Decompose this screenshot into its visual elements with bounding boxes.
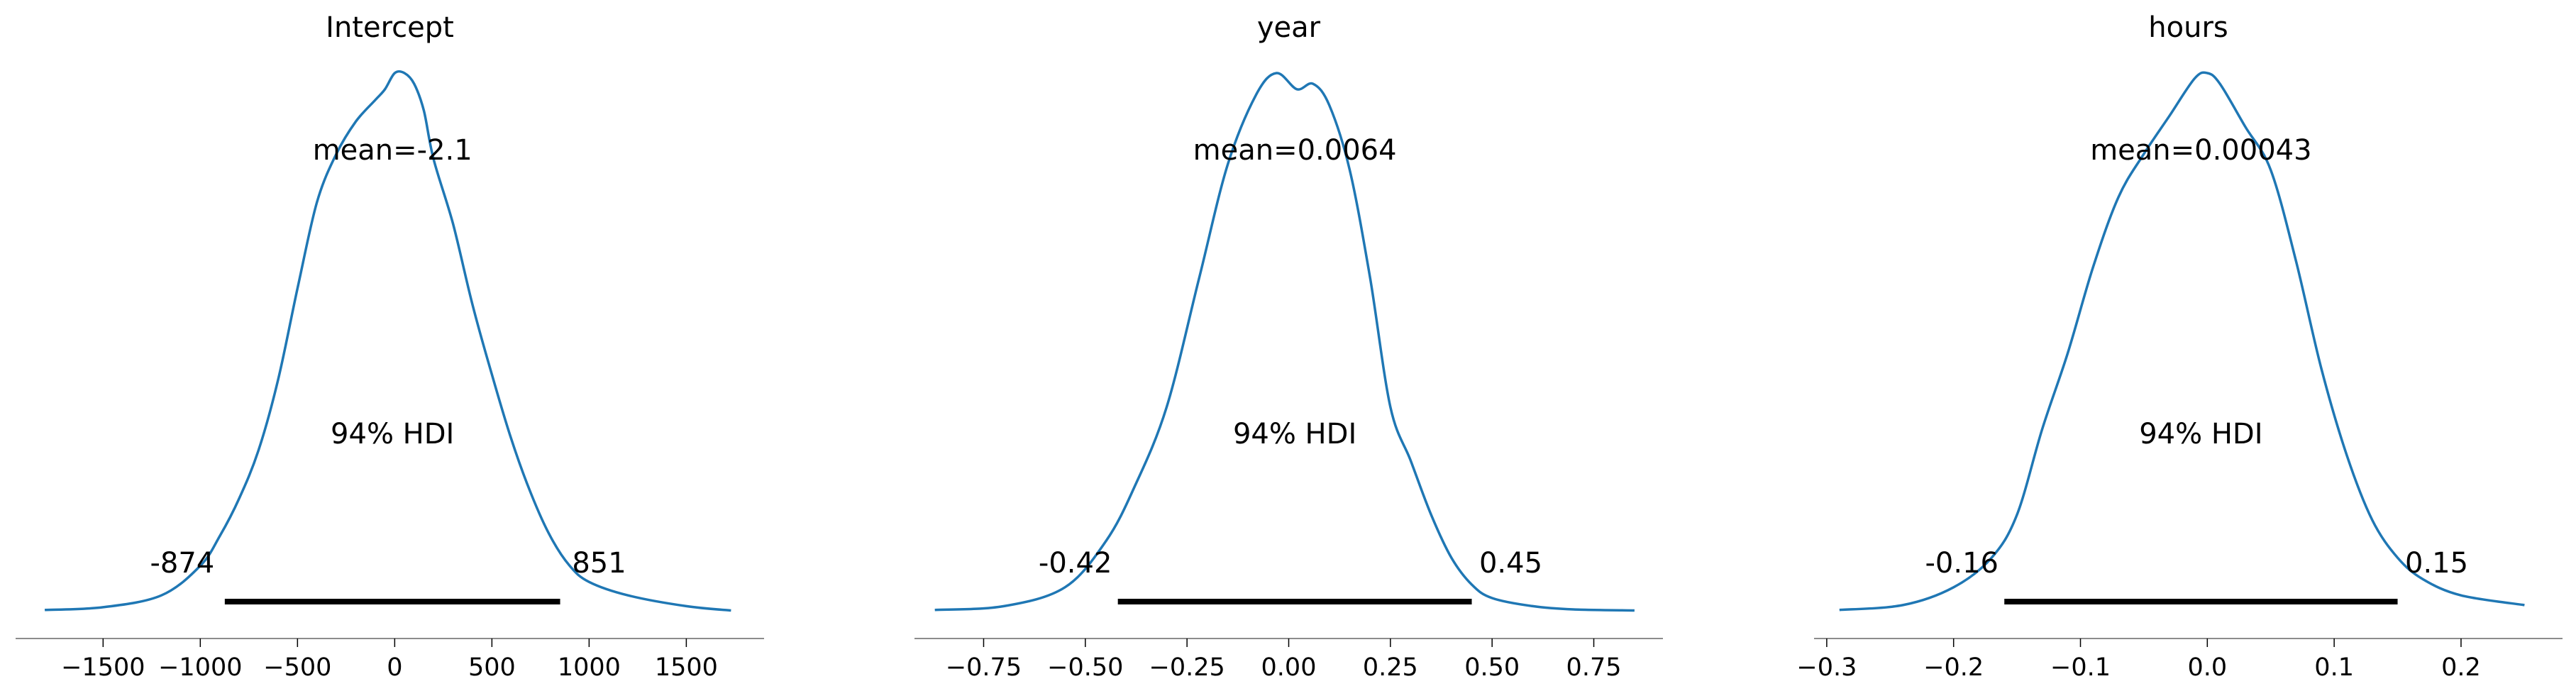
x-tick-label: 0.00 [1261,653,1317,682]
x-tick-label: −1500 [61,653,145,682]
x-tick-label: −500 [263,653,331,682]
hdi-label: 94% HDI [331,418,454,450]
panel-title: Intercept [326,11,454,44]
x-tick-label: 1000 [558,653,621,682]
mean-label: mean=0.00043 [2090,134,2311,167]
x-tick-label: 500 [468,653,516,682]
mean-label: mean=0.0064 [1193,134,1397,167]
x-tick-label: −0.50 [1047,653,1123,682]
x-tick-label: 1500 [655,653,718,682]
x-tick-label: −1000 [158,653,242,682]
hdi-label: 94% HDI [1233,418,1356,450]
x-tick-label: −0.3 [1796,653,1857,682]
hdi-label: 94% HDI [2139,418,2262,450]
x-tick-label: 0.0 [2187,653,2227,682]
x-tick-label: −0.1 [2050,653,2111,682]
x-tick-label: 0.25 [1363,653,1418,682]
x-tick-label: −0.2 [1923,653,1984,682]
x-tick-label: 0.2 [2441,653,2481,682]
panel-year: year −0.75 −0.50 −0.25 0.00 0.25 0.50 0.75 mean=… [914,11,1663,682]
hdi-low-label: -874 [150,547,214,580]
panel-hours: hours −0.3 −0.2 −0.1 0.0 0.1 0.2 mean=0.00043 94… [1796,11,2563,682]
mean-label: mean=-2.1 [313,134,472,167]
hdi-low-label: -0.42 [1039,547,1112,580]
x-tick-label: 0.75 [1566,653,1622,682]
hdi-low-label: -0.16 [1925,547,1999,580]
hdi-high-label: 851 [572,547,626,580]
density-curve [934,72,1635,612]
hdi-high-label: 0.45 [1479,547,1542,580]
x-tick-label: −0.25 [1149,653,1225,682]
x-tick-label: 0 [387,653,402,682]
hdi-high-label: 0.15 [2405,547,2468,580]
panel-intercept: Intercept −1500 −1000 −500 0 500 1000 1500 mean=… [16,11,764,682]
panel-title: year [1257,11,1321,44]
x-tick-label: 0.1 [2314,653,2354,682]
density-curve [45,70,731,612]
x-tick-label: −0.75 [946,653,1022,682]
density-curve [1839,71,2525,612]
panel-title: hours [2148,11,2228,44]
x-tick-label: 0.50 [1464,653,1520,682]
